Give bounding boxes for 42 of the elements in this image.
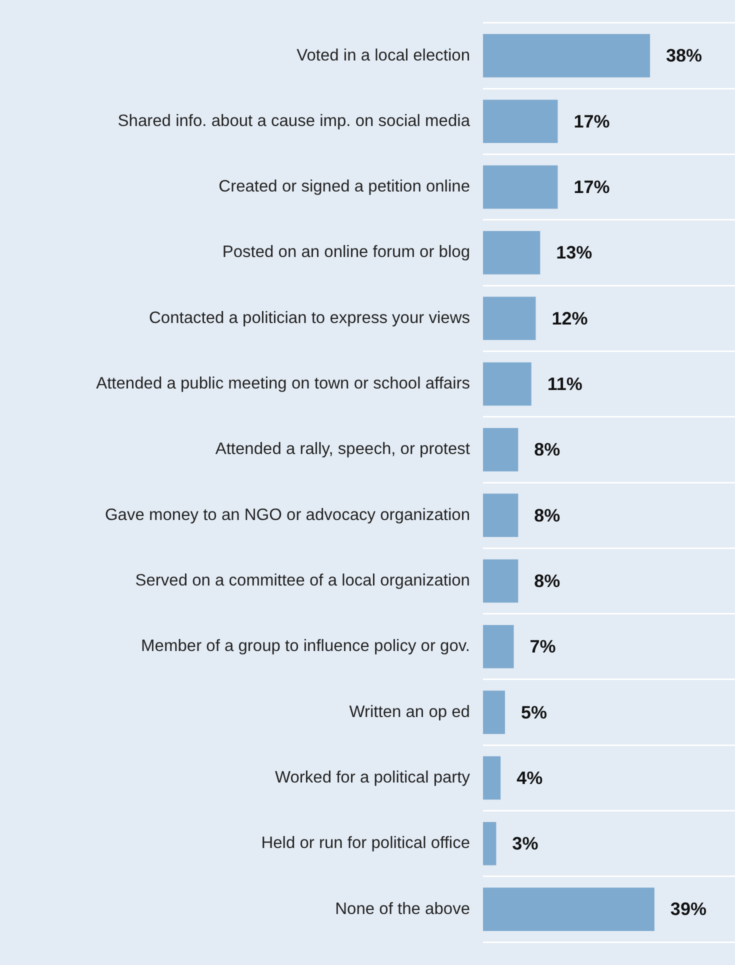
data-label: 8% — [534, 440, 560, 460]
y-tick-label: Attended a public meeting on town or school affairs — [96, 374, 470, 393]
y-tick-label: None of the above — [335, 900, 470, 918]
data-label: 8% — [534, 505, 560, 526]
bar — [483, 231, 540, 274]
y-tick-label: Voted in a local election — [296, 46, 470, 64]
bar — [483, 690, 505, 734]
y-tick-label: Served on a committee of a local organization — [135, 572, 470, 590]
bar — [483, 624, 514, 668]
data-label: 5% — [520, 702, 547, 722]
data-label: 8% — [534, 570, 560, 591]
y-tick-label: Created or signed a petition online — [218, 178, 470, 196]
data-label: 17% — [574, 111, 610, 132]
data-label: 7% — [530, 636, 556, 657]
data-label: 17% — [574, 177, 610, 198]
y-tick-label: Contacted a politician to express your views — [149, 308, 470, 327]
data-label: 39% — [670, 899, 706, 920]
y-tick-label: Written an op ed — [349, 702, 470, 721]
y-tick-label: Member of a group to influence policy or gov. — [141, 637, 470, 656]
bar — [483, 559, 518, 603]
y-tick-label: Worked for a political party — [274, 768, 471, 787]
y-tick-label: Shared info. about a cause imp. on social media — [118, 112, 471, 130]
data-label: 4% — [516, 768, 543, 788]
bar — [483, 494, 518, 537]
data-label: 13% — [556, 242, 592, 263]
data-label: 38% — [666, 46, 702, 66]
bar — [483, 822, 496, 866]
y-tick-label: Posted on an online forum or blog — [222, 243, 470, 262]
y-tick-label: Attended a rally, speech, or protest — [215, 440, 470, 458]
data-label: 11% — [547, 374, 582, 394]
bar — [483, 756, 501, 800]
bar — [483, 296, 536, 340]
bar — [483, 428, 518, 472]
bar — [483, 362, 532, 406]
y-tick-label: Gave money to an NGO or advocacy organization — [104, 506, 470, 524]
bar — [483, 888, 654, 931]
data-label: 12% — [552, 308, 588, 328]
bar — [483, 34, 650, 78]
bar — [483, 100, 558, 144]
y-tick-label: Held or run for political office — [261, 834, 470, 852]
data-label: 3% — [512, 834, 538, 854]
bar — [483, 165, 558, 209]
